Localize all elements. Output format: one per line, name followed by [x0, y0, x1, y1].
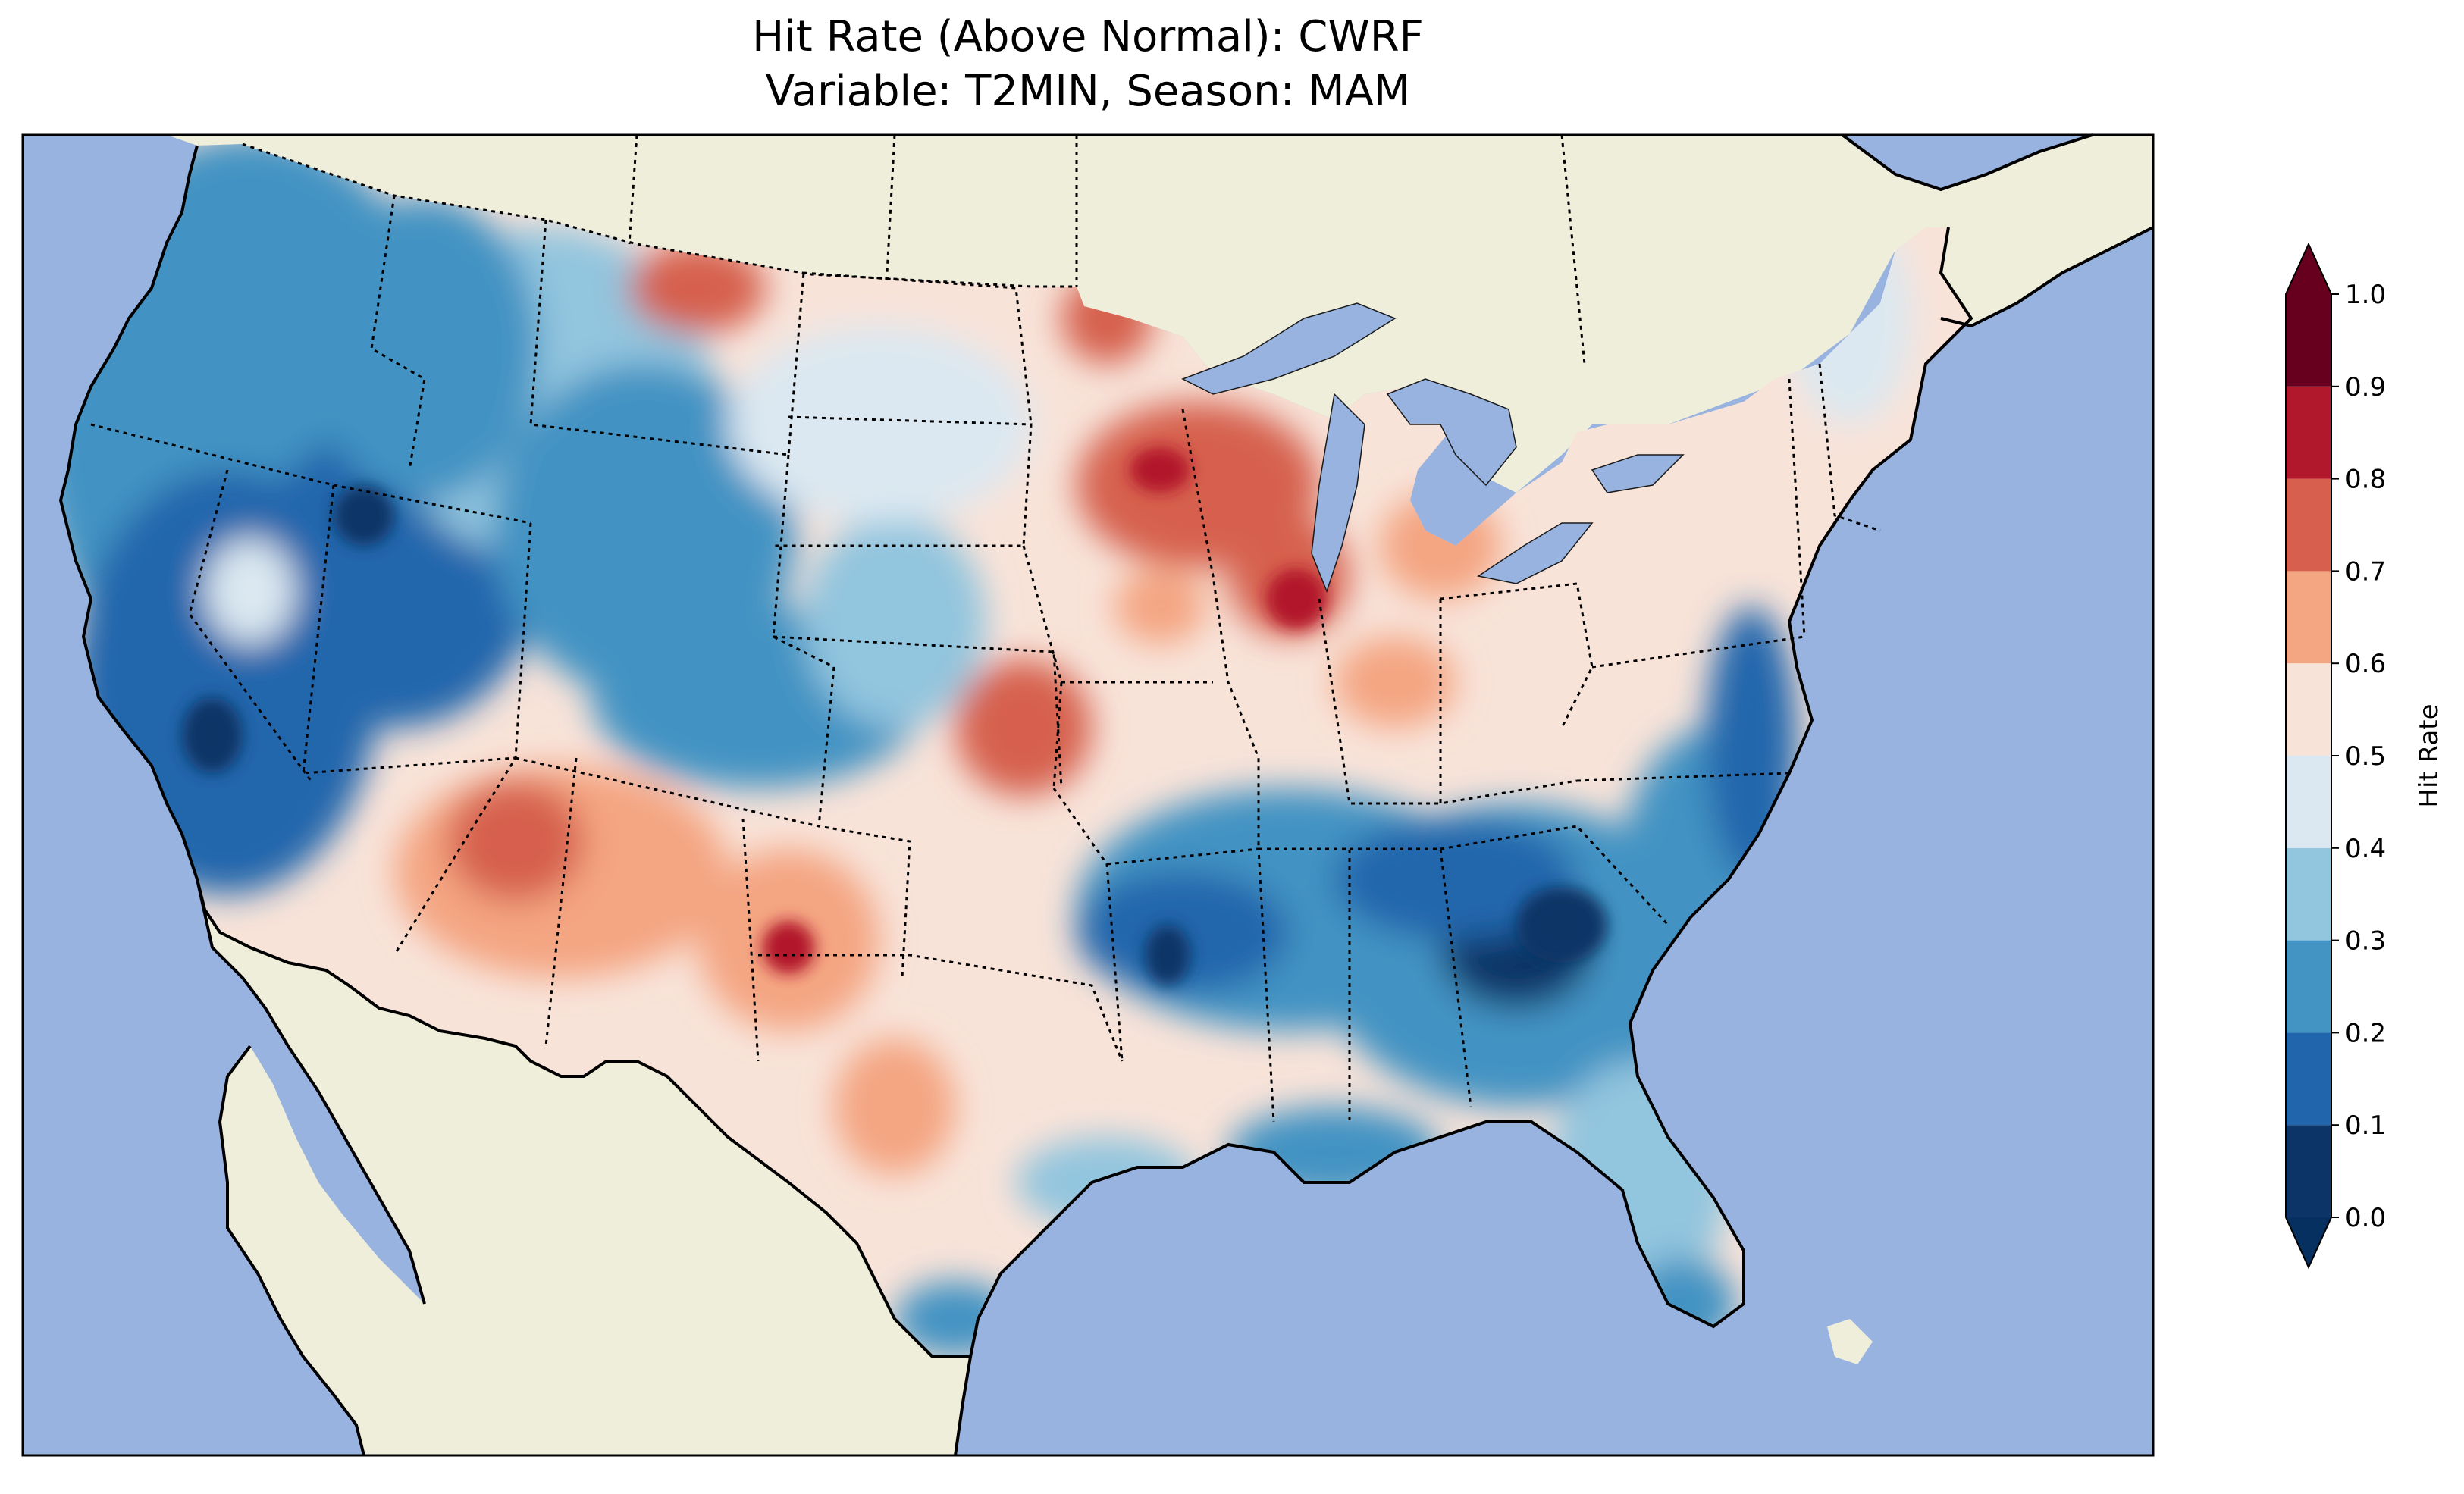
colorbar-tick-label: 0.5: [2345, 741, 2386, 772]
colorbar-under-arrow: [2286, 1217, 2331, 1267]
colorbar-tick-label: 0.7: [2345, 556, 2386, 587]
colorbar-bin-7: [2286, 478, 2331, 572]
colorbar-bin-8: [2286, 386, 2331, 479]
country-borders: [242, 134, 1586, 365]
colorbar-tick-label: 0.8: [2345, 465, 2386, 495]
colorbar-tick-label: 1.0: [2345, 280, 2386, 310]
colorbar-bin-5: [2286, 663, 2331, 756]
colorbar-bin-6: [2286, 571, 2331, 664]
canada-coastline: [1841, 133, 2154, 328]
great-lakes: [1181, 302, 1685, 594]
colorbar-tick-label: 0.1: [2345, 1110, 2386, 1141]
cuba-land: [1827, 1319, 1873, 1364]
mexico-coastline: [196, 879, 972, 1456]
colorbar-tick-label: 0.9: [2345, 372, 2386, 402]
colorbar-over-arrow: [2286, 244, 2331, 294]
colorbar-bin-4: [2286, 756, 2331, 848]
colorbar-bin-2: [2286, 940, 2331, 1033]
colorbar-bin-1: [2286, 1032, 2331, 1126]
colorbar-tick-label: 0.0: [2345, 1203, 2386, 1233]
colorbar-label: Hit Rate: [2414, 703, 2444, 807]
colorbar-bin-3: [2286, 847, 2331, 941]
mexico-land: [197, 879, 970, 1455]
colorbar-tick-label: 0.3: [2345, 926, 2386, 957]
colorbar-tick-label: 0.6: [2345, 649, 2386, 679]
colorbar-bin-9: [2286, 294, 2331, 387]
colorbar-tick-label: 0.2: [2345, 1018, 2386, 1048]
us-coastline: [58, 145, 1973, 1358]
colorbar-bin-0: [2286, 1125, 2331, 1217]
state-borders: [90, 195, 1881, 1123]
hit-rate-field: [61, 144, 1971, 1357]
map-title-line-1: Hit Rate (Above Normal): CWRF: [752, 12, 1424, 61]
map-frame: [21, 133, 2155, 1457]
map-title-line-2: Variable: T2MIN, Season: MAM: [765, 67, 1411, 116]
canada-land: [167, 135, 2153, 493]
colorbar-tick-label: 0.4: [2345, 834, 2386, 864]
